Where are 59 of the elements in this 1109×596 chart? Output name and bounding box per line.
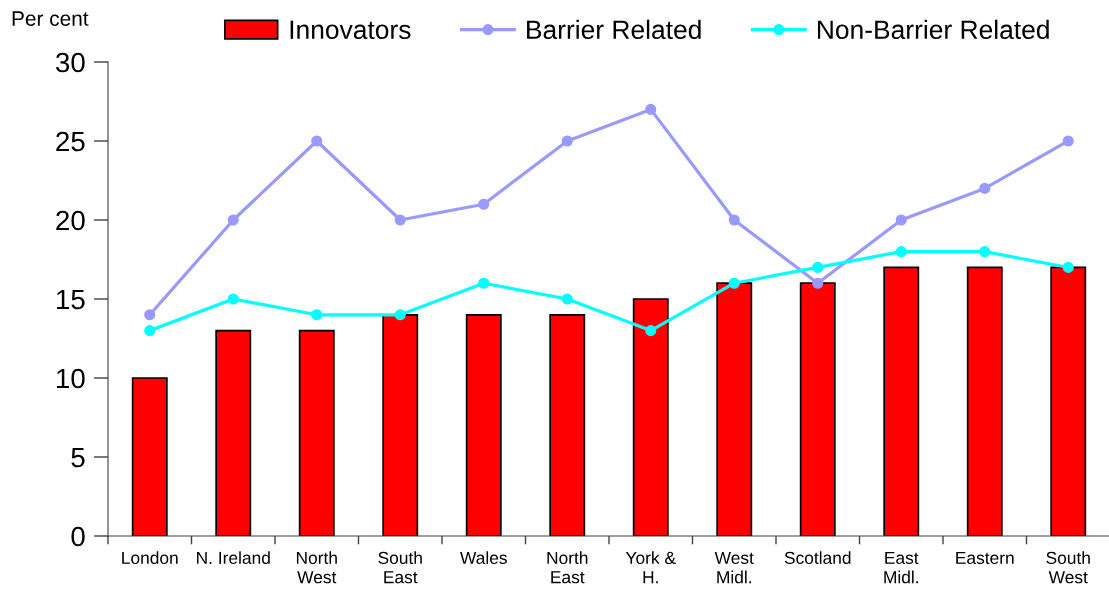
point — [979, 182, 991, 194]
point — [561, 135, 573, 147]
legend-label: Barrier Related — [527, 19, 701, 40]
point — [144, 309, 156, 321]
x-tick-label: N. Ireland — [197, 551, 270, 565]
x-tick-label: North East — [547, 551, 588, 584]
x-tick-label: Scotland — [784, 551, 851, 565]
y-tick-label: 5 — [71, 447, 85, 468]
point — [394, 214, 406, 226]
point — [227, 214, 239, 226]
point — [979, 246, 991, 258]
x-tick-label: South East — [378, 551, 422, 584]
point — [895, 214, 907, 226]
point — [812, 261, 824, 273]
point — [144, 325, 156, 337]
y-tick-label: 20 — [56, 210, 85, 231]
x-tick-label: Eastern — [956, 551, 1014, 565]
bar — [799, 282, 836, 536]
point — [645, 325, 657, 337]
x-tick-label: West Midl. — [714, 551, 754, 584]
x-tick-label: East Midl. — [884, 551, 919, 584]
bar — [131, 377, 168, 536]
bar — [632, 298, 669, 536]
point — [478, 198, 490, 210]
bar — [298, 329, 335, 536]
x-tick-label: York & H. — [625, 551, 676, 584]
x-tick-label: North West — [296, 551, 337, 584]
y-tick-label: 30 — [55, 52, 85, 73]
y-tick-label: 25 — [56, 131, 85, 152]
point — [895, 246, 907, 258]
bar — [966, 266, 1003, 536]
point — [1062, 261, 1074, 273]
point — [1062, 135, 1074, 147]
bar — [215, 329, 252, 536]
point — [478, 277, 490, 289]
point — [728, 277, 740, 289]
bar — [382, 313, 419, 536]
bar — [549, 313, 586, 536]
bar — [716, 282, 753, 536]
x-tick-label: Wales — [460, 551, 507, 565]
x-tick-label: South West — [1046, 551, 1090, 584]
point — [728, 214, 740, 226]
legend-label: Non-Barrier Related — [817, 19, 1049, 40]
y-tick-label: 10 — [57, 368, 85, 389]
point — [311, 135, 323, 147]
point — [645, 103, 657, 115]
point — [394, 309, 406, 321]
bar — [1050, 266, 1087, 536]
y-axis-title: Per cent — [12, 11, 89, 26]
y-tick-label: 0 — [71, 526, 85, 547]
y-tick-label: 15 — [57, 289, 85, 310]
bar — [465, 313, 502, 536]
point — [311, 309, 323, 321]
legend-label: Innovators — [290, 20, 411, 40]
bar — [883, 266, 920, 536]
point — [561, 293, 573, 305]
x-tick-label: London — [122, 551, 178, 565]
point — [227, 293, 239, 305]
point — [812, 277, 824, 289]
